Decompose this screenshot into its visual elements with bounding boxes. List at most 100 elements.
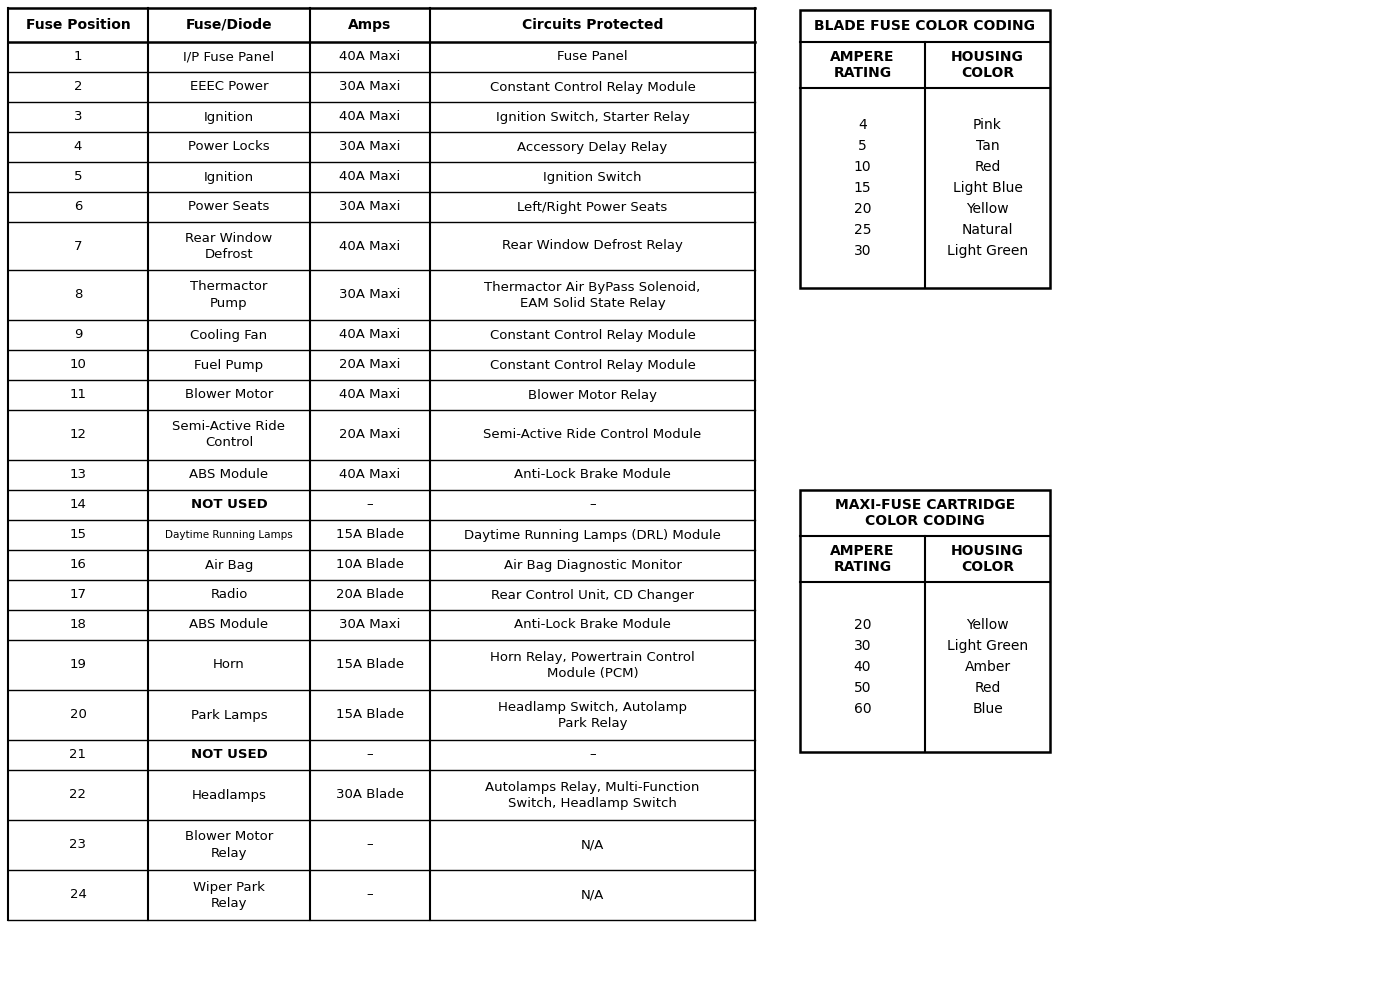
Text: HOUSING
COLOR: HOUSING COLOR [951, 544, 1025, 575]
Text: ABS Module: ABS Module [189, 619, 269, 631]
Text: Ignition: Ignition [205, 170, 255, 183]
Bar [800, 10, 1050, 288]
Text: Air Bag: Air Bag [205, 558, 253, 572]
Text: 23: 23 [70, 839, 86, 852]
Text: 14: 14 [70, 499, 86, 511]
Text: 30A Maxi: 30A Maxi [340, 619, 401, 631]
Text: Constant Control Relay Module: Constant Control Relay Module [490, 81, 696, 94]
Text: –: – [589, 749, 596, 761]
Text: 40A Maxi: 40A Maxi [340, 388, 401, 401]
Text: 20A Maxi: 20A Maxi [340, 428, 401, 442]
Text: 8: 8 [74, 288, 82, 301]
Text: 21: 21 [70, 749, 86, 761]
Text: 4: 4 [74, 140, 82, 153]
Text: Cooling Fan: Cooling Fan [191, 329, 267, 342]
Text: 7: 7 [74, 240, 82, 252]
Text: Constant Control Relay Module: Constant Control Relay Module [490, 359, 696, 372]
Text: Amps: Amps [348, 18, 391, 32]
Text: Semi-Active Ride Control Module: Semi-Active Ride Control Module [483, 428, 702, 442]
Text: Anti-Lock Brake Module: Anti-Lock Brake Module [514, 469, 671, 482]
Text: Horn: Horn [213, 658, 245, 671]
Text: 18: 18 [70, 619, 86, 631]
Text: Wiper Park
Relay: Wiper Park Relay [193, 881, 264, 909]
Text: 30A Maxi: 30A Maxi [340, 201, 401, 214]
Text: –: – [366, 749, 373, 761]
Text: 16: 16 [70, 558, 86, 572]
Text: 30A Blade: 30A Blade [335, 788, 404, 801]
Text: Accessory Delay Relay: Accessory Delay Relay [518, 140, 668, 153]
Text: Rear Control Unit, CD Changer: Rear Control Unit, CD Changer [491, 589, 695, 602]
Text: –: – [366, 839, 373, 852]
Text: 4
5
10
15
20
25
30: 4 5 10 15 20 25 30 [853, 118, 871, 258]
Text: N/A: N/A [580, 888, 604, 901]
Text: Autolamps Relay, Multi-Function
Switch, Headlamp Switch: Autolamps Relay, Multi-Function Switch, … [486, 780, 700, 809]
Text: AMPERE
RATING: AMPERE RATING [830, 544, 895, 575]
Text: Rear Window
Defrost: Rear Window Defrost [185, 232, 273, 260]
Text: 12: 12 [70, 428, 86, 442]
Text: 20A Blade: 20A Blade [335, 589, 404, 602]
Text: 40A Maxi: 40A Maxi [340, 240, 401, 252]
Text: 24: 24 [70, 888, 86, 901]
Text: 30A Maxi: 30A Maxi [340, 288, 401, 301]
Text: 13: 13 [70, 469, 86, 482]
Text: 40A Maxi: 40A Maxi [340, 50, 401, 64]
Text: 40A Maxi: 40A Maxi [340, 469, 401, 482]
Text: Power Locks: Power Locks [188, 140, 270, 153]
Text: BLADE FUSE COLOR CODING: BLADE FUSE COLOR CODING [814, 19, 1036, 33]
Text: 40A Maxi: 40A Maxi [340, 329, 401, 342]
Text: HOUSING
COLOR: HOUSING COLOR [951, 50, 1025, 80]
Text: Park Lamps: Park Lamps [191, 709, 267, 722]
Text: 3: 3 [74, 111, 82, 124]
Text: Daytime Running Lamps: Daytime Running Lamps [166, 530, 292, 540]
Text: Daytime Running Lamps (DRL) Module: Daytime Running Lamps (DRL) Module [464, 528, 721, 541]
Text: 15A Blade: 15A Blade [335, 528, 404, 541]
Text: 15: 15 [70, 528, 86, 541]
Text: 10: 10 [70, 359, 86, 372]
Bar [800, 490, 1050, 752]
Text: 20A Maxi: 20A Maxi [340, 359, 401, 372]
Text: Thermactor Air ByPass Solenoid,
EAM Solid State Relay: Thermactor Air ByPass Solenoid, EAM Soli… [484, 280, 700, 309]
Text: 6: 6 [74, 201, 82, 214]
Text: 20
30
40
50
60: 20 30 40 50 60 [853, 618, 871, 717]
Text: I/P Fuse Panel: I/P Fuse Panel [184, 50, 274, 64]
Text: –: – [366, 499, 373, 511]
Text: NOT USED: NOT USED [191, 749, 267, 761]
Text: 19: 19 [70, 658, 86, 671]
Text: NOT USED: NOT USED [191, 499, 267, 511]
Text: Ignition Switch, Starter Relay: Ignition Switch, Starter Relay [496, 111, 689, 124]
Text: Fuse/Diode: Fuse/Diode [185, 18, 273, 32]
Text: Ignition Switch: Ignition Switch [543, 170, 642, 183]
Text: 40A Maxi: 40A Maxi [340, 111, 401, 124]
Text: Headlamps: Headlamps [192, 788, 266, 801]
Text: Radio: Radio [210, 589, 248, 602]
Text: 40A Maxi: 40A Maxi [340, 170, 401, 183]
Text: Constant Control Relay Module: Constant Control Relay Module [490, 329, 696, 342]
Text: 15A Blade: 15A Blade [335, 658, 404, 671]
Text: Rear Window Defrost Relay: Rear Window Defrost Relay [503, 240, 683, 252]
Text: N/A: N/A [580, 839, 604, 852]
Text: 20: 20 [70, 709, 86, 722]
Text: 11: 11 [70, 388, 86, 401]
Text: ABS Module: ABS Module [189, 469, 269, 482]
Text: Thermactor
Pump: Thermactor Pump [191, 280, 267, 309]
Text: 17: 17 [70, 589, 86, 602]
Text: Yellow
Light Green
Amber
Red
Blue: Yellow Light Green Amber Red Blue [947, 618, 1029, 717]
Text: Horn Relay, Powertrain Control
Module (PCM): Horn Relay, Powertrain Control Module (P… [490, 650, 695, 679]
Text: Fuel Pump: Fuel Pump [195, 359, 263, 372]
Text: Ignition: Ignition [205, 111, 255, 124]
Text: 15A Blade: 15A Blade [335, 709, 404, 722]
Text: Left/Right Power Seats: Left/Right Power Seats [518, 201, 668, 214]
Text: AMPERE
RATING: AMPERE RATING [830, 50, 895, 80]
Text: 1: 1 [74, 50, 82, 64]
Text: Air Bag Diagnostic Monitor: Air Bag Diagnostic Monitor [504, 558, 682, 572]
Text: Pink
Tan
Red
Light Blue
Yellow
Natural
Light Green: Pink Tan Red Light Blue Yellow Natural L… [947, 118, 1029, 258]
Text: Power Seats: Power Seats [188, 201, 270, 214]
Text: –: – [589, 499, 596, 511]
Text: Blower Motor: Blower Motor [185, 388, 273, 401]
Text: Fuse Panel: Fuse Panel [557, 50, 628, 64]
Text: Circuits Protected: Circuits Protected [522, 18, 663, 32]
Text: Headlamp Switch, Autolamp
Park Relay: Headlamp Switch, Autolamp Park Relay [498, 701, 688, 730]
Text: 2: 2 [74, 81, 82, 94]
Text: Fuse Position: Fuse Position [25, 18, 131, 32]
Text: MAXI-FUSE CARTRIDGE
COLOR CODING: MAXI-FUSE CARTRIDGE COLOR CODING [835, 498, 1015, 528]
